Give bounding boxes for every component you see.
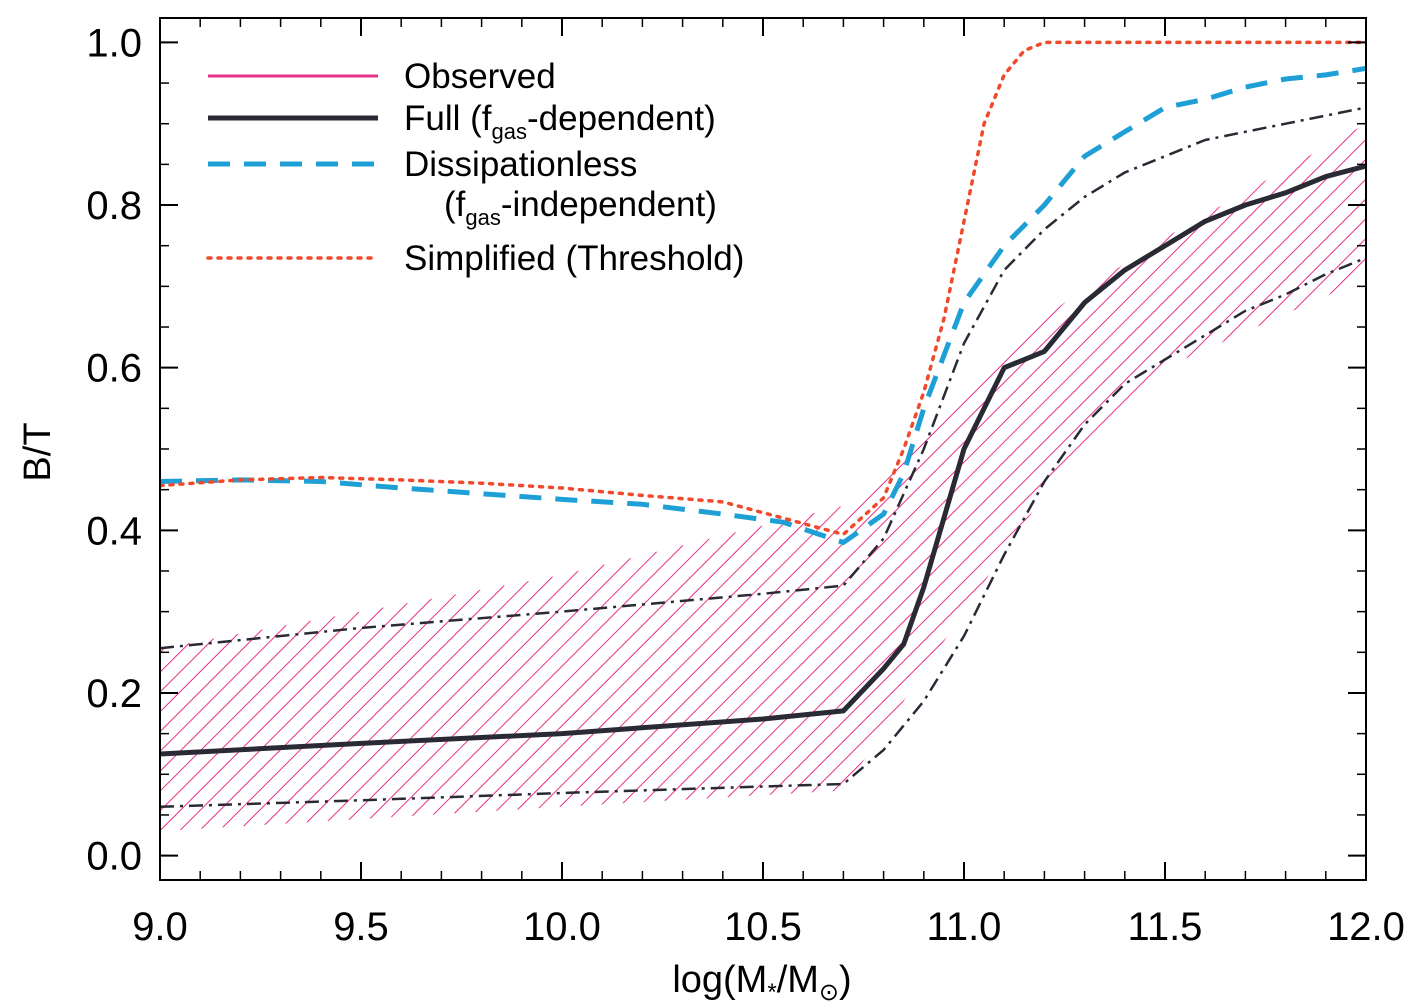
series-line-dissipationless	[160, 65, 1366, 545]
observed-band	[160, 123, 1366, 832]
legend-label-full-prefix: Full (f	[404, 99, 492, 138]
observed-band-layer	[160, 123, 1366, 832]
x-tick-labels: 9.0 9.5 10.0 10.5 11.0 11.5 12.0	[132, 905, 1405, 949]
legend-label-full: Full (fgas-dependent)	[404, 99, 716, 144]
x-axis-title-sub1: *	[767, 979, 776, 1006]
x-axis-title-prefix: log(M	[672, 959, 767, 1001]
x-tick-label: 10.0	[523, 905, 601, 949]
legend-label-full-suffix: -dependent)	[527, 99, 716, 138]
legend-label-dissipationless-suffix: -independent)	[501, 185, 717, 224]
legend-label-dissipationless-sub: gas	[465, 205, 500, 230]
series-line-full-lower	[160, 256, 1366, 809]
y-tick-label: 0.0	[86, 835, 142, 879]
series-line-full	[160, 163, 1366, 757]
x-tick-label: 9.5	[333, 905, 389, 949]
x-axis-title-sub2: ⊙	[819, 979, 839, 1006]
y-tick-label: 1.0	[86, 21, 142, 65]
x-tick-label: 10.5	[724, 905, 802, 949]
tick-layer	[159, 18, 1367, 880]
x-axis-title-mid: /M	[777, 959, 819, 1001]
x-tick-label: 11.0	[927, 905, 1002, 949]
y-tick-label: 0.6	[86, 347, 142, 391]
x-tick-label: 9.0	[132, 905, 188, 949]
series-layer	[160, 40, 1366, 809]
y-tick-label: 0.8	[86, 184, 142, 228]
y-axis-title: B/T	[17, 422, 59, 481]
legend-label-observed: Observed	[404, 57, 556, 96]
legend-label-full-sub: gas	[492, 119, 527, 144]
x-axis-title-suffix: )	[839, 959, 852, 1001]
x-tick-label: 12.0	[1327, 905, 1405, 949]
legend-label-dissipationless-prefix: (f	[444, 185, 466, 224]
x-tick-label: 11.5	[1128, 905, 1203, 949]
legend-label-dissipationless-line2: (fgas-independent)	[444, 185, 717, 230]
legend-label-dissipationless: Dissipationless	[404, 145, 637, 184]
series-line-full-upper	[160, 106, 1366, 650]
y-tick-labels: 0.0 0.2 0.4 0.6 0.8 1.0	[86, 21, 142, 878]
legend: Observed Full (fgas-dependent) Dissipati…	[206, 57, 744, 278]
y-tick-label: 0.2	[86, 672, 142, 716]
x-axis-title: log(M*/M⊙)	[672, 959, 851, 1006]
series-line-simplified-threshold-	[160, 40, 1366, 537]
legend-label-simplified: Simplified (Threshold)	[404, 239, 744, 278]
y-tick-label: 0.4	[86, 509, 142, 553]
